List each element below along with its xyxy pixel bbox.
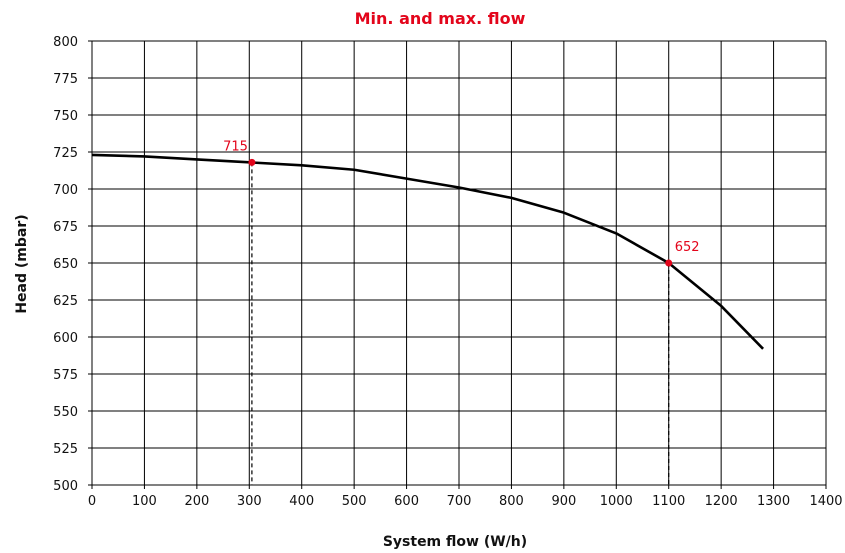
y-tick-label: 775: [53, 72, 78, 87]
x-tick-label: 1100: [652, 494, 685, 509]
y-tick-label: 550: [53, 405, 78, 420]
x-tick-label: 1400: [809, 494, 842, 509]
y-tick-label: 600: [53, 331, 78, 346]
y-tick-label: 725: [53, 146, 78, 161]
x-tick-label: 1200: [705, 494, 738, 509]
y-tick-label: 500: [53, 479, 78, 494]
annotation-label: 652: [675, 240, 700, 255]
y-tick-labels: 500 525 550 575 600 625 650 675 700 725 750 775 800: [53, 35, 78, 494]
grid: [88, 40, 827, 489]
drop-lines: [251, 162, 670, 485]
series-line: [91, 153, 765, 350]
x-tick-label: 300: [237, 494, 262, 509]
x-tick-label: 400: [289, 494, 314, 509]
y-tick-label: 625: [53, 294, 78, 309]
annotations: 715 652: [223, 139, 700, 267]
x-tick-label: 600: [394, 494, 419, 509]
y-tick-label: 650: [53, 257, 78, 272]
y-tick-label: 800: [53, 35, 78, 50]
x-tick-label: 100: [132, 494, 157, 509]
x-tick-label: 200: [184, 494, 209, 509]
x-tick-labels: 0 100 200 300 400 500 600 700 800 900 1000 1100 1200…: [88, 494, 843, 509]
x-axis-label: System flow (W/h): [383, 534, 527, 550]
x-tick-label: 1300: [757, 494, 790, 509]
series: [91, 153, 765, 350]
x-tick-label: 1000: [600, 494, 633, 509]
x-tick-label: 800: [499, 494, 524, 509]
y-tick-label: 675: [53, 220, 78, 235]
y-tick-label: 525: [53, 442, 78, 457]
y-tick-label: 575: [53, 368, 78, 383]
x-tick-label: 900: [551, 494, 576, 509]
y-axis-label: Head (mbar): [14, 214, 30, 313]
annotation-point: [665, 259, 673, 267]
x-tick-label: 500: [342, 494, 367, 509]
annotation-label: 715: [223, 139, 248, 154]
y-tick-label: 700: [53, 183, 78, 198]
chart-title: Min. and max. flow: [355, 9, 526, 28]
y-tick-label: 750: [53, 109, 78, 124]
x-tick-label: 700: [447, 494, 472, 509]
annotation-point: [248, 158, 256, 166]
x-tick-label: 0: [88, 494, 96, 509]
